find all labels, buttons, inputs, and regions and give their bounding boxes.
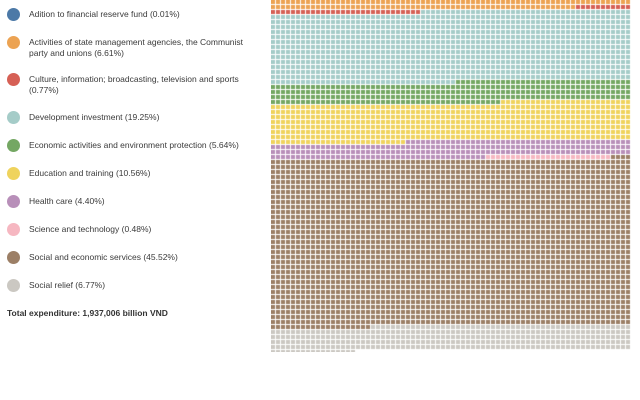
legend-label: Health care (4.40%) — [29, 195, 105, 206]
waffle-chart — [271, 0, 631, 352]
legend-label: Social and economic services (45.52%) — [29, 251, 178, 262]
chart-left-panel: Adition to financial reserve fund (0.01%… — [7, 8, 297, 318]
legend-item: Development investment (19.25%) — [7, 110, 297, 124]
legend-color-dot — [7, 36, 20, 49]
legend-item: Science and technology (0.48%) — [7, 222, 297, 236]
legend-item: Social relief (6.77%) — [7, 278, 297, 292]
legend-color-dot — [7, 222, 20, 236]
legend-color-dot — [7, 73, 20, 87]
legend-label: Social relief (6.77%) — [29, 279, 106, 290]
legend-label: Education and training (10.56%) — [29, 167, 151, 178]
legend-item: Economic activities and environment prot… — [7, 138, 297, 152]
legend-label: Activities of state management agencies,… — [29, 37, 244, 58]
legend-color-dot — [7, 138, 20, 152]
legend-label: Development investment (19.25%) — [29, 111, 160, 122]
legend-item: Adition to financial reserve fund (0.01%… — [7, 8, 297, 21]
legend-label: Science and technology (0.48%) — [29, 223, 152, 234]
legend-item: Culture, information; broadcasting, tele… — [7, 73, 297, 95]
legend-label: Culture, information; broadcasting, tele… — [29, 74, 239, 95]
legend-color-dot — [7, 166, 20, 180]
legend-item: Health care (4.40%) — [7, 194, 297, 208]
legend-color-dot — [7, 194, 20, 208]
legend-color-dot — [7, 250, 20, 264]
legend-label: Economic activities and environment prot… — [29, 139, 239, 150]
total-expenditure-label: Total expenditure: 1,937,006 billion VND — [7, 307, 168, 318]
legend: Adition to financial reserve fund (0.01%… — [7, 8, 297, 292]
legend-item: Education and training (10.56%) — [7, 166, 297, 180]
legend-item: Social and economic services (45.52%) — [7, 250, 297, 264]
legend-label: Adition to financial reserve fund (0.01%… — [29, 9, 180, 19]
legend-color-dot — [7, 110, 20, 124]
legend-item: Activities of state management agencies,… — [7, 36, 297, 58]
legend-color-dot — [7, 278, 20, 292]
legend-color-dot — [7, 8, 20, 21]
